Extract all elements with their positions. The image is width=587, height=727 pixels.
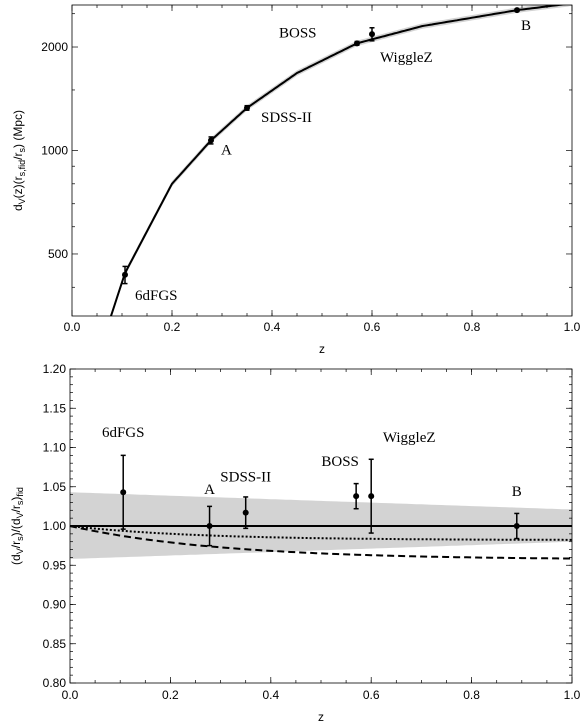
bottom-y-tick-label-8: 1.20 <box>43 362 67 376</box>
bottom-x-tick-label-2: 0.4 <box>262 688 279 702</box>
bottom-y-axis-label: (dV/rs)/(dV/rs)fid <box>9 487 25 565</box>
bottom-y-tick-label-3: 0.95 <box>43 558 67 572</box>
bottom-y-tick-label-4: 1.00 <box>43 519 67 533</box>
bottom-marker-2 <box>242 509 249 516</box>
top-x-tick-label-3: 0.6 <box>364 320 381 334</box>
top-y-tick-label-2: 2000 <box>41 40 68 54</box>
top-x-tick-label-5: 1.0 <box>564 320 581 334</box>
top-x-tick-label-0: 0.0 <box>64 320 81 334</box>
top-point-2 <box>244 104 250 111</box>
bottom-x-tick-label-1: 0.2 <box>162 688 179 702</box>
top-marker-3 <box>354 40 360 47</box>
top-confidence-band <box>110 5 572 316</box>
top-data-points <box>122 7 520 285</box>
bottom-marker-4 <box>368 493 375 500</box>
top-model-curve <box>109 5 567 316</box>
top-y-tick-label-0: 500 <box>48 247 68 261</box>
top-point-1 <box>208 136 214 145</box>
top-point-label-4: WiggleZ <box>380 50 433 66</box>
bottom-marker-5 <box>513 523 520 529</box>
bottom-point-3 <box>353 482 360 510</box>
top-point-label-2: SDSS-II <box>261 110 312 126</box>
bottom-point-label-5: B <box>512 484 522 500</box>
bottom-point-label-3: BOSS <box>321 454 359 470</box>
top-marker-5 <box>514 7 520 14</box>
bottom-y-tick-label-7: 1.15 <box>43 401 67 415</box>
top-x-tick-label-1: 0.2 <box>164 320 181 334</box>
top-y-tick-label-1: 1000 <box>41 143 68 157</box>
bottom-y-tick-label-2: 0.90 <box>43 598 67 612</box>
top-marker-2 <box>244 104 250 111</box>
top-point-0 <box>122 265 128 285</box>
top-marker-4 <box>369 31 375 38</box>
bottom-y-tick-label-0: 0.80 <box>43 676 67 690</box>
bottom-y-tick-label-5: 1.05 <box>43 480 67 494</box>
bottom-marker-0 <box>120 489 127 496</box>
bottom-y-tick-label-1: 0.85 <box>43 637 67 651</box>
top-point-labels: 6dFGS A SDSS-II BOSS WiggleZ B <box>135 18 531 304</box>
bottom-point-1 <box>206 505 213 547</box>
top-point-label-0: 6dFGS <box>135 288 178 304</box>
top-marker-1 <box>208 137 214 144</box>
bottom-point-label-0: 6dFGS <box>102 425 145 441</box>
top-plot-frame <box>71 4 573 317</box>
top-axis-ticks: 0.0 0.2 0.4 0.6 0.8 1.0 500 1000 2000 <box>41 5 581 334</box>
top-y-axis-label: dV(z)(rs,fid/rs) (Mpc) <box>11 110 27 211</box>
bottom-marker-3 <box>353 493 360 500</box>
top-point-label-3: BOSS <box>279 25 317 41</box>
bottom-point-label-2: SDSS-II <box>220 470 271 486</box>
top-point-label-1: A <box>221 142 232 158</box>
top-point-label-5: B <box>521 18 531 34</box>
bottom-x-tick-label-3: 0.6 <box>363 688 380 702</box>
top-x-tick-label-2: 0.4 <box>264 320 281 334</box>
bottom-point-0 <box>120 454 127 530</box>
bottom-x-tick-label-0: 0.0 <box>62 688 79 702</box>
bottom-point-labels: 6dFGS A SDSS-II BOSS WiggleZ B <box>102 425 522 500</box>
top-point-3 <box>354 40 360 47</box>
bottom-x-axis-label: z <box>318 710 324 724</box>
bottom-point-2 <box>242 496 249 530</box>
top-x-tick-label-4: 0.8 <box>464 320 481 334</box>
bottom-axis-ticks: 0.0 0.2 0.4 0.6 0.8 1.0 0.80 0.85 0.90 0.95 1.00 1.… <box>43 362 581 702</box>
bottom-point-label-1: A <box>204 482 215 498</box>
top-marker-0 <box>122 271 128 278</box>
bottom-x-tick-label-5: 1.0 <box>564 688 581 702</box>
top-x-axis-label: z <box>319 342 325 356</box>
top-point-4 <box>369 27 375 42</box>
bottom-data-points <box>120 454 520 547</box>
bottom-point-label-4: WiggleZ <box>383 430 436 446</box>
bottom-marker-1 <box>206 523 213 529</box>
bottom-x-tick-label-4: 0.8 <box>463 688 480 702</box>
top-point-5 <box>514 7 520 14</box>
bottom-y-tick-label-6: 1.10 <box>43 441 67 455</box>
bottom-point-5 <box>513 512 520 540</box>
bottom-dashed-curve <box>69 525 573 560</box>
bottom-point-4 <box>368 458 375 534</box>
